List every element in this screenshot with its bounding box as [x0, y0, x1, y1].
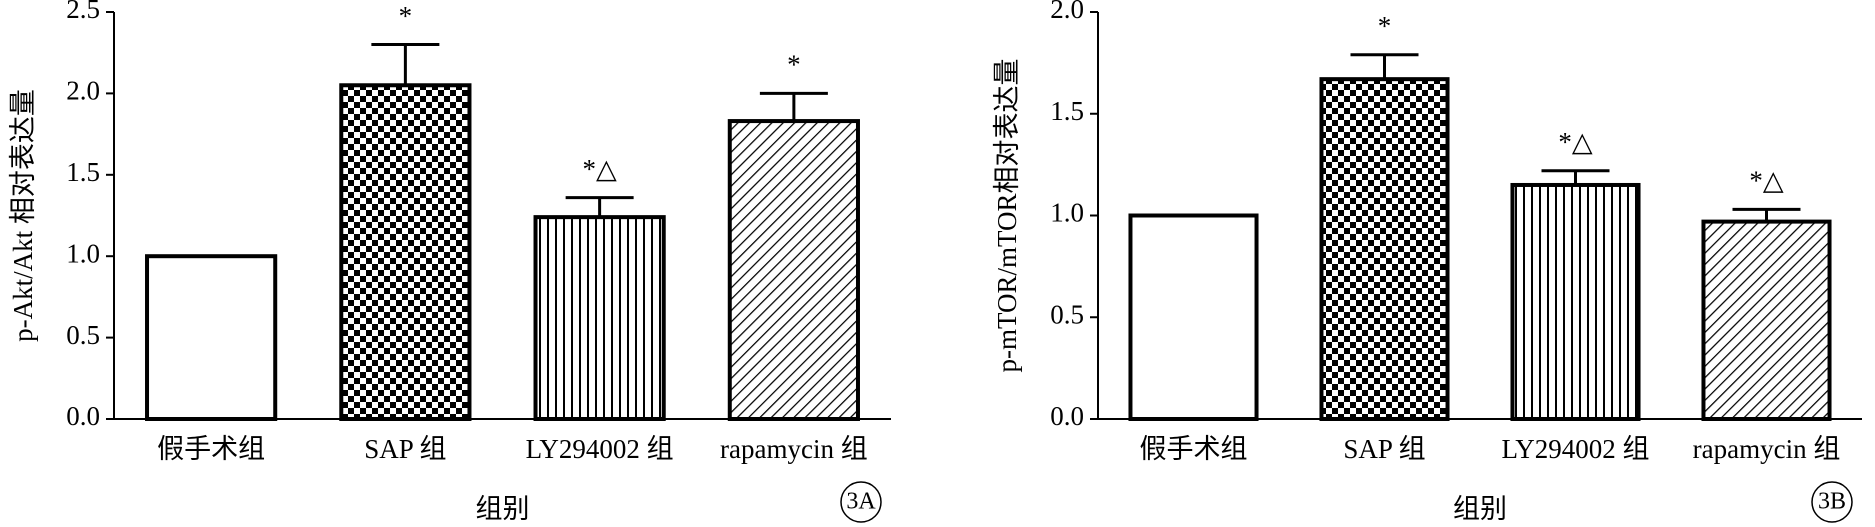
- y-tick-label: 1.0: [1050, 198, 1084, 228]
- y-axis-label: p-mTOR/mTOR相对表达量: [992, 58, 1022, 372]
- y-tick-label: 1.5: [1050, 96, 1084, 126]
- y-tick-label: 0.0: [66, 401, 100, 431]
- y-axis-label: p-Akt/Akt 相对表达量: [8, 89, 38, 342]
- panel-label-circle: [1811, 481, 1853, 523]
- x-tick-label: LY294002 组: [1501, 434, 1649, 464]
- y-tick-label: 2.5: [66, 0, 100, 24]
- annotation: *△: [1749, 166, 1784, 196]
- y-tick-label: 2.0: [1050, 0, 1084, 24]
- x-tick-label: SAP 组: [364, 434, 446, 464]
- y-tick-label: 2.0: [66, 76, 100, 106]
- bar: [1128, 213, 1259, 421]
- error-bar: [1541, 169, 1610, 185]
- x-axis-label: 组别: [1453, 494, 1507, 524]
- annotation: *△: [582, 154, 617, 184]
- bar: [339, 83, 472, 421]
- annotation: *: [399, 1, 413, 31]
- y-tick-label: 0.0: [1050, 401, 1084, 431]
- error-bar: [1350, 53, 1419, 80]
- y-tick-label: 0.5: [66, 320, 100, 350]
- x-axis-label: 组别: [476, 494, 530, 524]
- x-tick-label: SAP 组: [1343, 434, 1425, 464]
- bar: [145, 254, 278, 422]
- x-tick-label: rapamycin 组: [1693, 434, 1841, 464]
- error-bar: [1732, 207, 1801, 222]
- y-tick-label: 0.5: [1050, 299, 1084, 329]
- error-bar: [759, 91, 828, 122]
- x-tick-label: 假手术组: [1140, 434, 1248, 464]
- bar: [727, 119, 860, 422]
- panel-label: 3A: [846, 489, 876, 515]
- panel-label-circle: [840, 481, 882, 523]
- x-tick-label: 假手术组: [157, 434, 265, 464]
- bar: [1319, 77, 1450, 421]
- annotation: *△: [1558, 127, 1593, 157]
- annotation: *: [787, 50, 801, 80]
- error-bar: [371, 43, 440, 86]
- x-tick-label: rapamycin 组: [720, 434, 868, 464]
- bar: [1510, 182, 1641, 421]
- y-tick-label: 1.5: [66, 157, 100, 187]
- panel-label: 3B: [1818, 489, 1846, 515]
- bar: [1701, 219, 1832, 421]
- x-tick-label: LY294002 组: [526, 434, 674, 464]
- y-tick-label: 1.0: [66, 238, 100, 268]
- annotation: *: [1378, 11, 1392, 41]
- bar: [533, 215, 666, 421]
- error-bar: [565, 196, 634, 218]
